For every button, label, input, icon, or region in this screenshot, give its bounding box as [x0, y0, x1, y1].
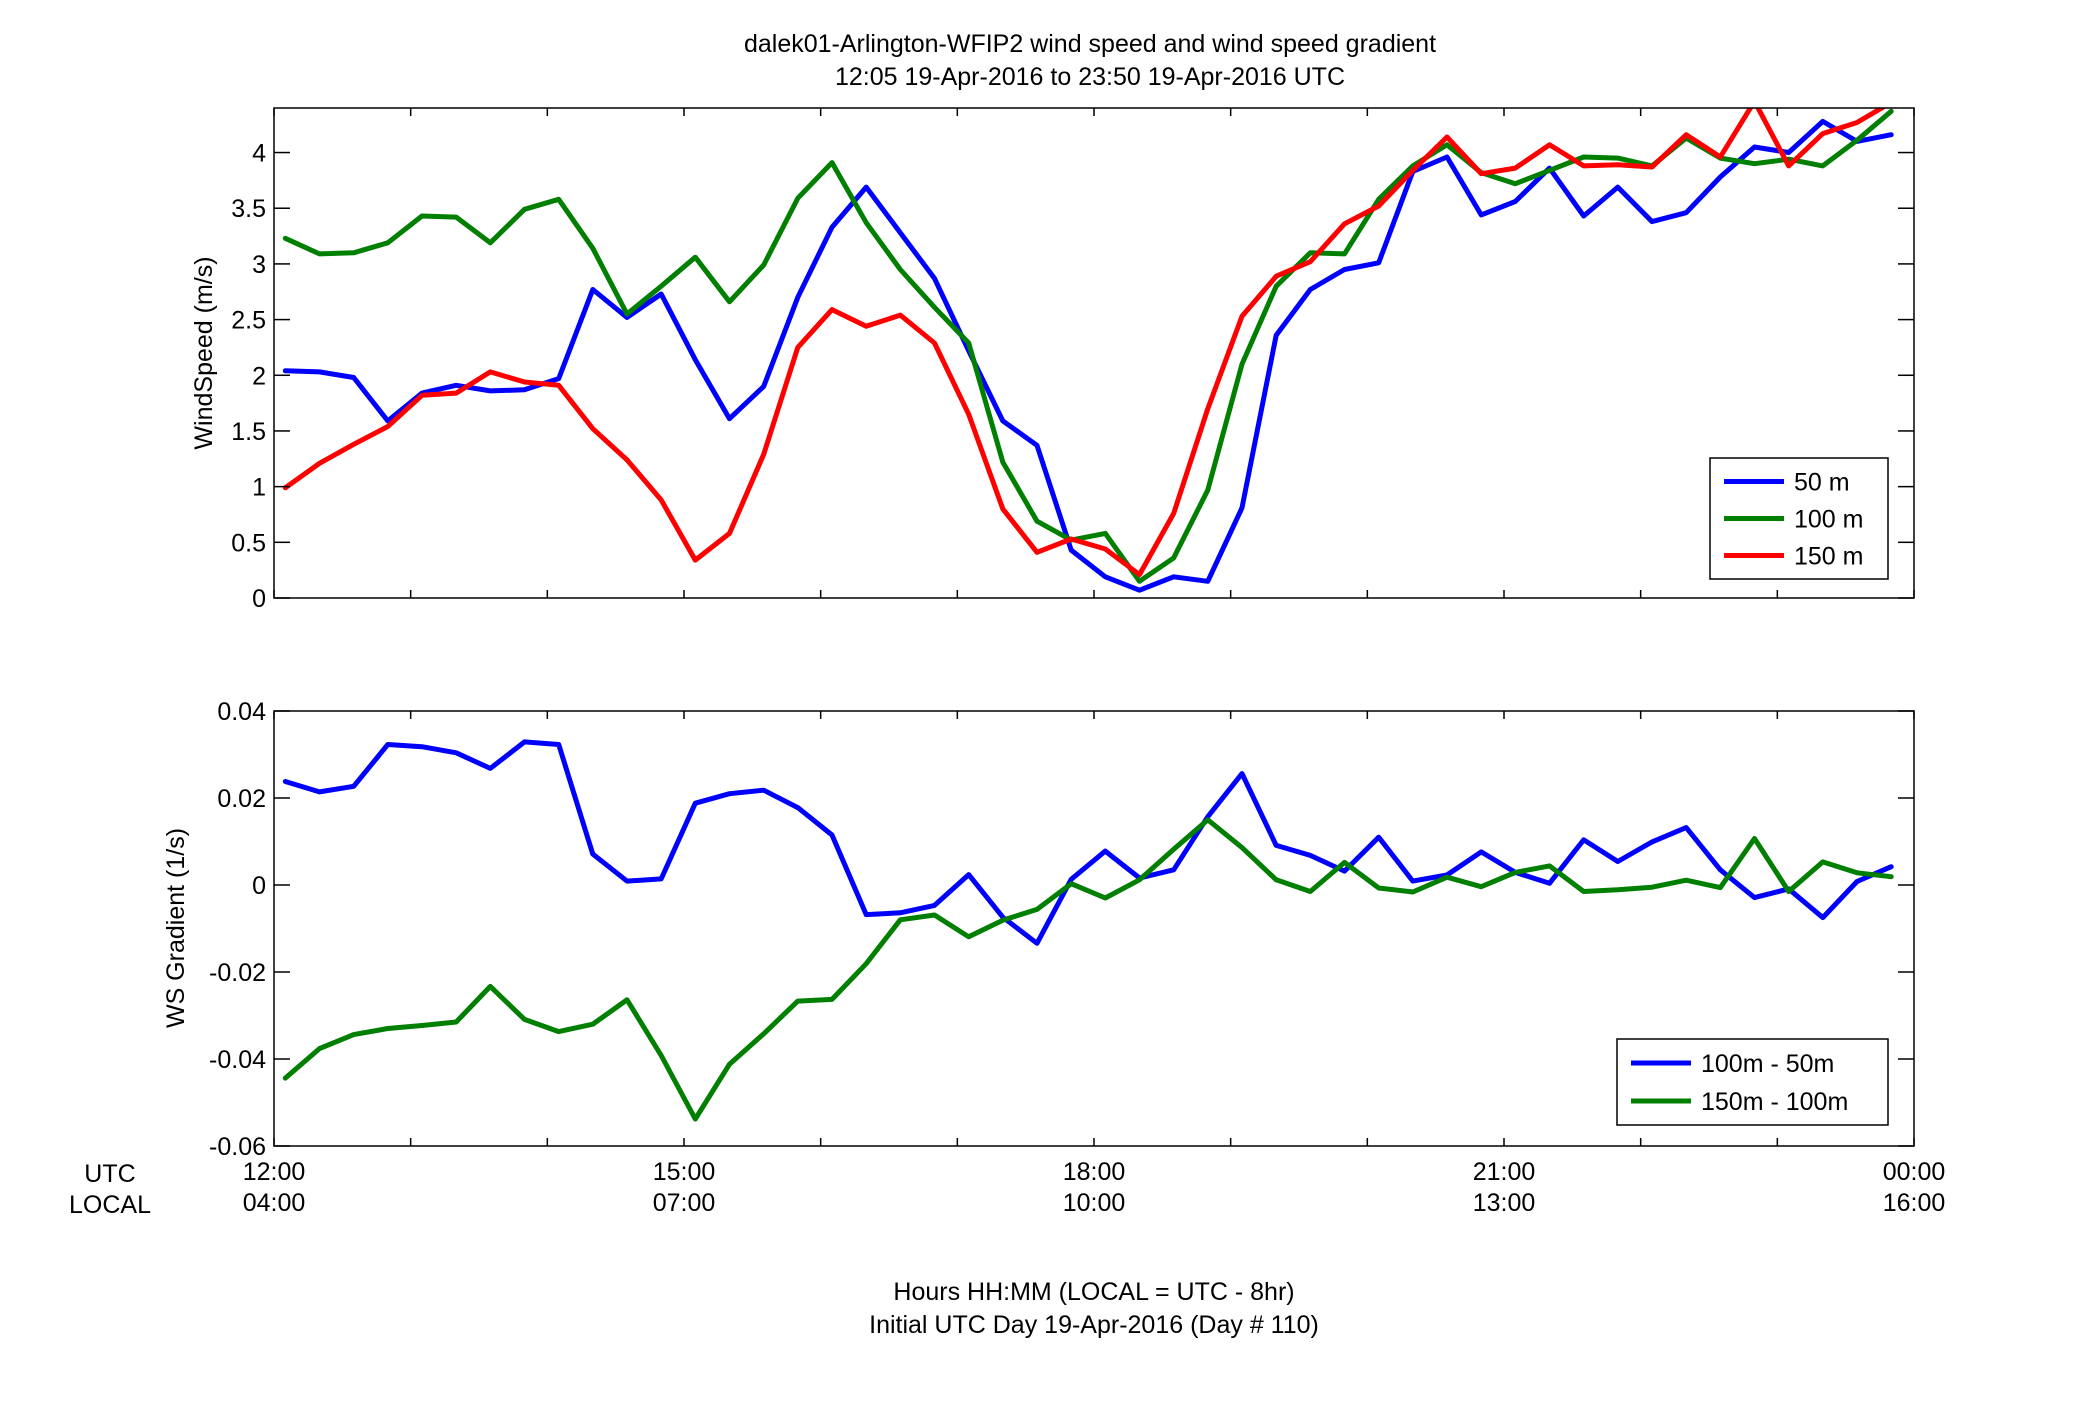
x-tick-label-utc: 00:00 [1883, 1158, 1946, 1186]
windspeed-legend-label-1: 100 m [1794, 506, 1863, 534]
gradient-y-ticks: -0.06 -0.04 -0.02 0 0.02 0.04 [209, 698, 1914, 1161]
x-axis-label-line2: Initial UTC Day 19-Apr-2016 (Day # 110) [869, 1311, 1319, 1339]
windspeed-plot-frame [273, 107, 1915, 599]
windspeed-plot: 0 0.5 1 1.5 2 2.5 3 3.5 4 WindSpeed (m/s) 50 m 10… [190, 107, 1915, 613]
gradient-plot: -0.06 -0.04 -0.02 0 0.02 0.04 WS Gradient (1/… [162, 698, 1915, 1161]
windspeed-y-tick-label: 1.5 [231, 418, 266, 446]
gradient-y-tick-label: 0 [252, 872, 266, 900]
windspeed-y-ticks: 0 0.5 1 1.5 2 2.5 3 3.5 4 [231, 140, 1914, 613]
gradient-legend: 100m - 50m 150m - 100m [1616, 1038, 1889, 1126]
chart-title-line2: 12:05 19-Apr-2016 to 23:50 19-Apr-2016 U… [835, 63, 1345, 91]
windspeed-series-line-1 [282, 108, 1894, 584]
gradient-series-line-0 [282, 739, 1894, 946]
x-tick-label-utc: 15:00 [653, 1158, 716, 1186]
x-tick-label-local: 10:00 [1063, 1189, 1126, 1217]
gradient-y-tick-label: 0.04 [217, 698, 266, 726]
windspeed-legend-label-2: 150 m [1794, 543, 1863, 571]
x-tick-label-local: 04:00 [243, 1189, 306, 1217]
gradient-legend-label-1: 150m - 100m [1701, 1088, 1848, 1116]
gradient-legend-box [1616, 1038, 1889, 1126]
gradient-y-tick-label: -0.04 [209, 1046, 266, 1074]
gradient-series-group [282, 739, 1894, 1122]
windspeed-series-line-2 [282, 108, 1887, 578]
windspeed-series-group [282, 108, 1894, 593]
x-tick-label-utc: 12:00 [243, 1158, 306, 1186]
gradient-y-axis-label: WS Gradient (1/s) [162, 828, 190, 1028]
windspeed-series-line-0 [282, 118, 1894, 593]
windspeed-x-ticks [273, 108, 1915, 598]
gradient-y-tick-label: -0.02 [209, 959, 266, 987]
windspeed-y-axis-label: WindSpeed (m/s) [190, 256, 218, 449]
windspeed-legend: 50 m 100 m 150 m [1709, 457, 1889, 580]
x-tick-labels: 12:00 04:00 15:00 07:00 18:00 10:00 21:00 13:00… [243, 1158, 1946, 1217]
x-row-label-utc: UTC [84, 1160, 135, 1188]
x-tick-label-utc: 21:00 [1473, 1158, 1536, 1186]
x-tick-label-utc: 18:00 [1063, 1158, 1126, 1186]
windspeed-y-tick-label: 4 [252, 140, 266, 168]
windspeed-y-tick-label: 1 [252, 474, 266, 502]
windspeed-y-tick-label: 3.5 [231, 195, 266, 223]
x-tick-label-local: 13:00 [1473, 1189, 1536, 1217]
windspeed-legend-label-0: 50 m [1794, 469, 1850, 497]
chart-title-line1: dalek01-Arlington-WFIP2 wind speed and w… [744, 30, 1436, 58]
gradient-y-tick-label: -0.06 [209, 1133, 266, 1161]
x-tick-label-local: 16:00 [1883, 1189, 1946, 1217]
windspeed-y-tick-label: 2 [252, 362, 266, 390]
gradient-series-line-1 [282, 817, 1894, 1122]
windspeed-y-tick-label: 0.5 [231, 529, 266, 557]
x-axis-label-line1: Hours HH:MM (LOCAL = UTC - 8hr) [893, 1278, 1294, 1306]
x-row-label-local: LOCAL [69, 1191, 151, 1219]
x-tick-label-local: 07:00 [653, 1189, 716, 1217]
gradient-legend-label-0: 100m - 50m [1701, 1050, 1834, 1078]
windspeed-y-tick-label: 0 [252, 585, 266, 613]
gradient-y-tick-label: 0.02 [217, 785, 266, 813]
windspeed-y-tick-label: 2.5 [231, 307, 266, 335]
windspeed-y-tick-label: 3 [252, 251, 266, 279]
gradient-x-ticks [273, 711, 1915, 1146]
